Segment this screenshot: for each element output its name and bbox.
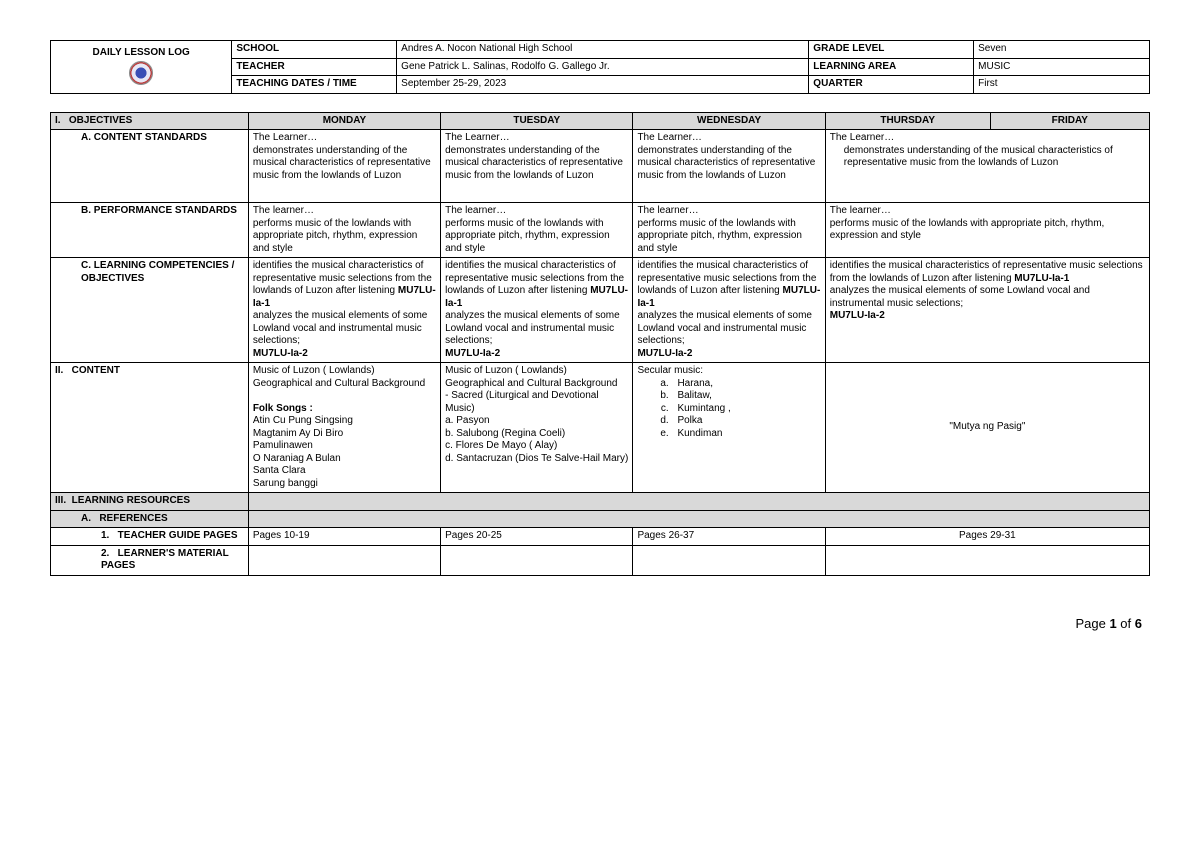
perf-std-mon: The learner… performs music of the lowla… xyxy=(248,203,440,258)
learn-comp-tue: identifies the musical characteristics o… xyxy=(441,258,633,363)
learn-comp-wed: identifies the musical characteristics o… xyxy=(633,258,825,363)
content-thufri: "Mutya ng Pasig" xyxy=(825,363,1149,493)
teacher-guide-tue: Pages 20-25 xyxy=(441,528,633,546)
row-content-standards: A. CONTENT STANDARDS The Learner… demons… xyxy=(51,130,1150,203)
col-tuesday: TUESDAY xyxy=(441,112,633,130)
objectives-heading: I. OBJECTIVES xyxy=(51,112,249,130)
row-content: II. CONTENT Music of Luzon ( Lowlands) G… xyxy=(51,363,1150,493)
teacher-guide-thufri: Pages 29-31 xyxy=(825,528,1149,546)
col-thursday: THURSDAY xyxy=(825,112,990,130)
teacher-guide-mon: Pages 10-19 xyxy=(248,528,440,546)
list-item: Balitaw, xyxy=(671,390,820,403)
teacher-guide-wed: Pages 26-37 xyxy=(633,528,825,546)
header-table: DAILY LESSON LOG SCHOOL Andres A. Nocon … xyxy=(50,40,1150,94)
learner-mat-mon xyxy=(248,545,440,575)
learner-mat-tue xyxy=(441,545,633,575)
resources-empty xyxy=(248,493,1149,511)
page-footer: Page 1 of 6 xyxy=(50,616,1150,631)
references-empty xyxy=(248,510,1149,528)
content-std-wed: The Learner… demonstrates understanding … xyxy=(633,130,825,203)
row-references: A. REFERENCES xyxy=(51,510,1150,528)
content-mon: Music of Luzon ( Lowlands) Geographical … xyxy=(248,363,440,493)
row-learning-resources: III. LEARNING RESOURCES xyxy=(51,493,1150,511)
secular-music-list: Harana, Balitaw, Kumintang , Polka Kundi… xyxy=(657,378,820,441)
perf-std-wed: The learner… performs music of the lowla… xyxy=(633,203,825,258)
content-std-mon: The Learner… demonstrates understanding … xyxy=(248,130,440,203)
content-tue: Music of Luzon ( Lowlands) Geographical … xyxy=(441,363,633,493)
row-performance-standards: B. PERFORMANCE STANDARDS The learner… pe… xyxy=(51,203,1150,258)
list-item: Kundiman xyxy=(671,428,820,441)
doc-title-cell: DAILY LESSON LOG xyxy=(51,41,232,94)
grade-value: Seven xyxy=(974,41,1150,59)
learn-comp-label: C. LEARNING COMPETENCIES / OBJECTIVES xyxy=(51,258,249,363)
resources-label: III. LEARNING RESOURCES xyxy=(51,493,249,511)
teacher-guide-label: 1. TEACHER GUIDE PAGES xyxy=(51,528,249,546)
content-label: II. CONTENT xyxy=(51,363,249,493)
learn-comp-mon: identifies the musical characteristics o… xyxy=(248,258,440,363)
learner-mat-wed xyxy=(633,545,825,575)
quarter-value: First xyxy=(974,76,1150,94)
teacher-label: TEACHER xyxy=(232,58,397,76)
learn-comp-thufri: identifies the musical characteristics o… xyxy=(825,258,1149,363)
dates-value: September 25-29, 2023 xyxy=(397,76,809,94)
list-item: Harana, xyxy=(671,378,820,391)
content-std-tue: The Learner… demonstrates understanding … xyxy=(441,130,633,203)
list-item: Kumintang , xyxy=(671,403,820,416)
main-table: I. OBJECTIVES MONDAY TUESDAY WEDNESDAY T… xyxy=(50,112,1150,576)
doc-title: DAILY LESSON LOG xyxy=(55,47,227,60)
row-learning-competencies: C. LEARNING COMPETENCIES / OBJECTIVES id… xyxy=(51,258,1150,363)
col-monday: MONDAY xyxy=(248,112,440,130)
area-value: MUSIC xyxy=(974,58,1150,76)
content-std-thufri: The Learner… demonstrates understanding … xyxy=(825,130,1149,203)
row-teacher-guide: 1. TEACHER GUIDE PAGES Pages 10-19 Pages… xyxy=(51,528,1150,546)
references-label: A. REFERENCES xyxy=(51,510,249,528)
col-wednesday: WEDNESDAY xyxy=(633,112,825,130)
school-value: Andres A. Nocon National High School xyxy=(397,41,809,59)
deped-logo-icon xyxy=(129,61,153,85)
quarter-label: QUARTER xyxy=(809,76,974,94)
perf-std-thufri: The learner… performs music of the lowla… xyxy=(825,203,1149,258)
content-std-thufri-body: demonstrates understanding of the musica… xyxy=(830,145,1145,170)
learner-mat-thufri xyxy=(825,545,1149,575)
col-friday: FRIDAY xyxy=(990,112,1149,130)
school-label: SCHOOL xyxy=(232,41,397,59)
day-header-row: I. OBJECTIVES MONDAY TUESDAY WEDNESDAY T… xyxy=(51,112,1150,130)
content-std-thufri-lead: The Learner… xyxy=(830,132,894,143)
perf-std-label: B. PERFORMANCE STANDARDS xyxy=(51,203,249,258)
area-label: LEARNING AREA xyxy=(809,58,974,76)
learner-mat-label: 2. LEARNER'S MATERIAL PAGES xyxy=(51,545,249,575)
row-learner-material: 2. LEARNER'S MATERIAL PAGES xyxy=(51,545,1150,575)
dates-label: TEACHING DATES / TIME xyxy=(232,76,397,94)
perf-std-tue: The learner… performs music of the lowla… xyxy=(441,203,633,258)
content-wed: Secular music: Harana, Balitaw, Kumintan… xyxy=(633,363,825,493)
grade-label: GRADE LEVEL xyxy=(809,41,974,59)
teacher-value: Gene Patrick L. Salinas, Rodolfo G. Gall… xyxy=(397,58,809,76)
content-std-label: A. CONTENT STANDARDS xyxy=(51,130,249,203)
list-item: Polka xyxy=(671,415,820,428)
